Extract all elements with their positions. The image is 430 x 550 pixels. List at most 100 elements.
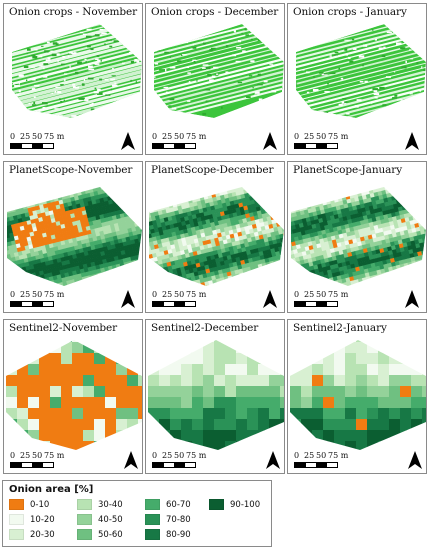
scale-tick: 0 <box>10 451 16 460</box>
north-arrow-icon <box>263 290 277 308</box>
panel-title: Sentinel2-January <box>293 322 387 334</box>
scale-tick: 25 <box>304 290 315 299</box>
legend-label: 60-70 <box>166 499 191 510</box>
scale-bar: 0 25 50 75 m <box>10 132 70 149</box>
map-canvas <box>7 187 142 286</box>
scale-tick: 0 <box>10 132 16 141</box>
scale-bar: 0 25 50 75 m <box>152 132 212 149</box>
scale-tick: 0 <box>152 290 158 299</box>
legend-item: 30-40 <box>77 499 123 510</box>
map-canvas <box>296 24 426 118</box>
panel-title: PlanetScope-December <box>151 164 274 176</box>
north-arrow-icon <box>405 290 419 308</box>
scale-bar: 0 25 50 75 m <box>294 290 354 307</box>
scale-tick: 25 <box>20 451 31 460</box>
scale-tick: 50 <box>32 290 43 299</box>
map-panel-3: Onion crops - January 0 25 50 75 m <box>287 3 427 155</box>
legend-label: 90-100 <box>230 499 261 510</box>
scale-bar: 0 25 50 75 m <box>10 290 70 307</box>
map-panel-8: Sentinel2-December 0 25 50 75 m <box>145 319 285 474</box>
legend-label: 40-50 <box>98 514 123 525</box>
legend-swatch <box>77 529 92 540</box>
panel-title: Onion crops - December <box>151 6 279 18</box>
legend-label: 80-90 <box>166 529 191 540</box>
scale-tick: 75 m <box>186 290 207 299</box>
scale-tick: 0 <box>152 132 158 141</box>
legend-item: 70-80 <box>145 514 191 525</box>
scale-tick: 50 <box>32 132 43 141</box>
scale-tick: 50 <box>316 451 327 460</box>
scale-bar: 0 25 50 75 m <box>294 132 354 149</box>
map-panel-6: PlanetScope-January 0 25 50 75 m <box>287 161 427 313</box>
scale-tick: 75 m <box>44 132 65 141</box>
map-canvas <box>149 187 284 286</box>
legend-swatch <box>145 499 160 510</box>
legend-label: 50-60 <box>98 529 123 540</box>
north-arrow-icon <box>121 132 135 150</box>
scale-tick: 50 <box>316 132 327 141</box>
north-arrow-icon <box>408 451 422 469</box>
scale-tick: 25 <box>20 290 31 299</box>
map-canvas <box>148 340 284 450</box>
map-panel-7: Sentinel2-November 0 25 50 75 m <box>3 319 143 474</box>
panel-title: Onion crops - November <box>9 6 138 18</box>
map-panel-9: Sentinel2-January 0 25 50 75 m <box>287 319 427 474</box>
scale-tick: 25 <box>162 132 173 141</box>
scale-tick: 75 m <box>328 132 349 141</box>
scale-bar: 0 25 50 75 m <box>294 451 354 468</box>
panel-title: PlanetScope-January <box>293 164 403 176</box>
scale-tick: 25 <box>304 132 315 141</box>
legend-item: 40-50 <box>77 514 123 525</box>
scale-tick: 75 m <box>328 451 349 460</box>
map-canvas <box>6 340 142 450</box>
scale-bar: 0 25 50 75 m <box>152 451 212 468</box>
legend-swatch <box>209 499 224 510</box>
scale-tick: 75 m <box>44 290 65 299</box>
scale-tick: 0 <box>294 132 300 141</box>
scale-tick: 50 <box>316 290 327 299</box>
legend-label: 20-30 <box>30 529 55 540</box>
legend-swatch <box>145 514 160 525</box>
map-canvas <box>154 24 284 118</box>
legend-item: 80-90 <box>145 529 191 540</box>
north-arrow-icon <box>405 132 419 150</box>
legend-label: 0-10 <box>30 499 50 510</box>
scale-tick: 50 <box>174 290 185 299</box>
north-arrow-icon <box>266 451 280 469</box>
legend-title: Onion area [%] <box>9 484 94 495</box>
scale-tick: 0 <box>294 451 300 460</box>
scale-tick: 25 <box>162 290 173 299</box>
map-panel-5: PlanetScope-December 0 25 50 75 m <box>145 161 285 313</box>
north-arrow-icon <box>263 132 277 150</box>
legend-label: 70-80 <box>166 514 191 525</box>
legend-item: 50-60 <box>77 529 123 540</box>
legend-label: 10-20 <box>30 514 55 525</box>
legend-swatch <box>145 529 160 540</box>
scale-tick: 50 <box>174 451 185 460</box>
map-canvas <box>291 187 426 286</box>
legend-swatch <box>77 514 92 525</box>
map-panel-4: PlanetScope-November 0 25 50 75 m <box>3 161 143 313</box>
scale-tick: 25 <box>20 132 31 141</box>
scale-tick: 75 m <box>186 451 207 460</box>
map-panel-2: Onion crops - December 0 25 50 75 m <box>145 3 285 155</box>
legend-swatch <box>9 514 24 525</box>
scale-tick: 25 <box>304 451 315 460</box>
scale-tick: 75 m <box>328 290 349 299</box>
north-arrow-icon <box>121 290 135 308</box>
map-canvas <box>12 24 142 118</box>
legend-item: 10-20 <box>9 514 55 525</box>
scale-tick: 75 m <box>186 132 207 141</box>
scale-tick: 50 <box>174 132 185 141</box>
map-panel-1: Onion crops - November 0 25 50 75 m <box>3 3 143 155</box>
panel-title: Onion crops - January <box>293 6 407 18</box>
scale-tick: 50 <box>32 451 43 460</box>
legend-item: 0-10 <box>9 499 49 510</box>
map-canvas <box>290 340 426 450</box>
legend: Onion area [%] 0-10 10-20 20-30 30-40 40… <box>2 480 272 547</box>
legend-item: 90-100 <box>209 499 260 510</box>
scale-tick: 25 <box>162 451 173 460</box>
scale-tick: 0 <box>10 290 16 299</box>
legend-item: 60-70 <box>145 499 191 510</box>
panel-title: PlanetScope-November <box>9 164 133 176</box>
